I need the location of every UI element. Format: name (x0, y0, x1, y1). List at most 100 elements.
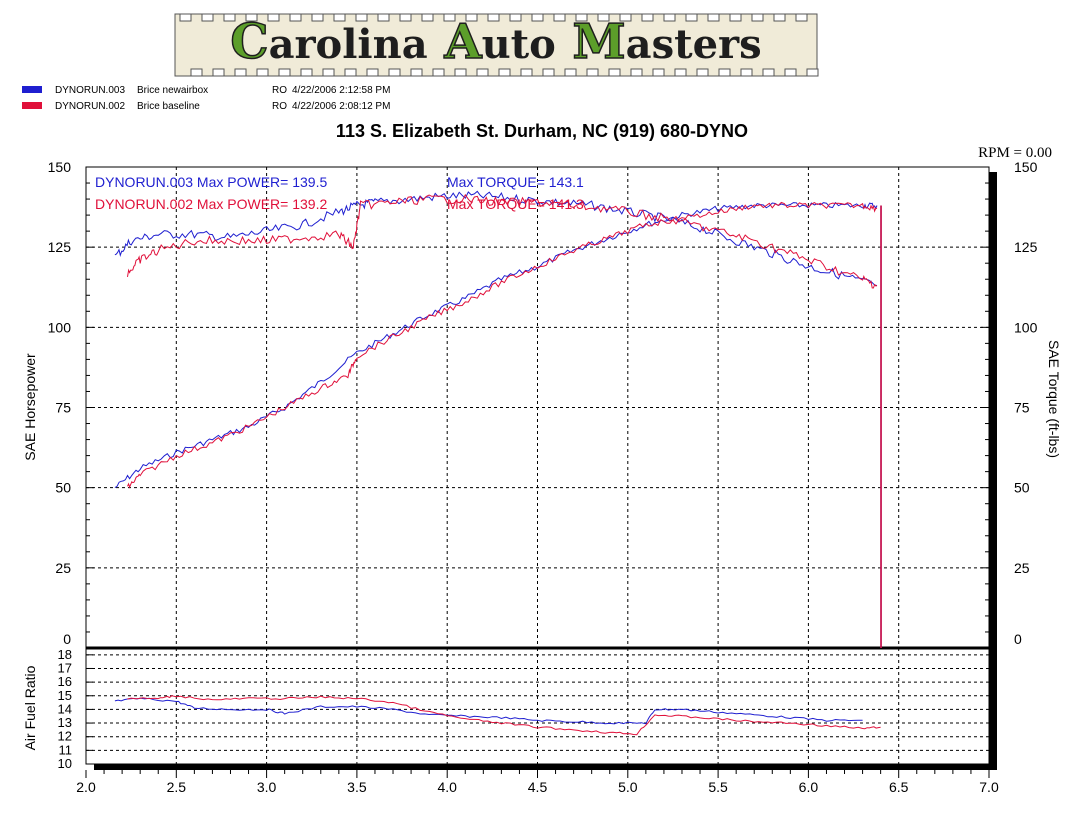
hp-tick-label: 125 (48, 239, 72, 255)
legend-desc-run003: Brice newairbox (137, 85, 208, 96)
logo-tooth (267, 13, 280, 22)
logo-tooth (619, 13, 632, 22)
afr-tick-label: 10 (58, 756, 72, 771)
logo-tooth (311, 13, 324, 22)
logo-tooth (190, 68, 203, 77)
afr-tick-label: 15 (58, 688, 72, 703)
hp-tick-label: 150 (48, 159, 72, 175)
rpm-tick-label: 2.0 (76, 779, 96, 795)
rpm-axis: 2.0 2.5 3.0 3.5 4.0 4.5 5.0 5.5 6.0 6.5 7.0 (76, 770, 999, 795)
rpm-tick-label: 6.5 (889, 779, 909, 795)
afr-tick-label: 13 (58, 715, 72, 730)
logo-tooth (707, 13, 720, 22)
legend-file-run003: DYNORUN.003 (55, 85, 125, 96)
torque-line-run002 (127, 193, 878, 289)
logo-tooth (652, 68, 665, 77)
logo-tooth (487, 13, 500, 22)
logo-tooth (366, 68, 379, 77)
afr-axis-title: Air Fuel Ratio (22, 665, 38, 750)
logo-tooth (663, 13, 676, 22)
logo-tooth (201, 13, 214, 22)
logo-tooth (806, 68, 819, 77)
rpm-tick-label: 7.0 (979, 779, 999, 795)
hp-tick-label: 75 (55, 400, 71, 416)
rpm-tick-label: 3.0 (257, 779, 277, 795)
hp-tick-label: 50 (55, 480, 71, 496)
rpm-tick-label: 2.5 (167, 779, 187, 795)
afr-tick-label: 18 (58, 647, 72, 662)
logo-tooth (212, 68, 225, 77)
logo-tooth (179, 13, 192, 22)
shop-address: 113 S. Elizabeth St. Durham, NC (919) 68… (336, 121, 748, 141)
rpm-tick-label: 4.0 (437, 779, 457, 795)
logo-tooth (597, 13, 610, 22)
logo-tooth (333, 13, 346, 22)
logo-tooth (608, 68, 621, 77)
logo-tooth (344, 68, 357, 77)
max-torque-annotation-run003: Max TORQUE= 143.1 (447, 174, 584, 190)
torque-tick-label: 75 (1014, 400, 1030, 416)
logo-tooth (410, 68, 423, 77)
logo-tooth (729, 13, 742, 22)
bottom-scale-bar (94, 764, 997, 770)
logo-tooth (740, 68, 753, 77)
logo-tooth (245, 13, 258, 22)
right-scale-bar (989, 172, 997, 770)
max-torque-annotation-run002: Max TORQUE= 141.3 (447, 196, 584, 212)
logo-tooth (432, 68, 445, 77)
hp-tick-label: 25 (55, 560, 71, 576)
afr-tick-label: 14 (58, 701, 72, 716)
logo-tooth (674, 68, 687, 77)
logo-tooth (498, 68, 511, 77)
hp-axis-title: SAE Horsepower (22, 353, 38, 461)
logo-tooth (377, 13, 390, 22)
logo-tooth (564, 68, 577, 77)
logo-tooth (718, 68, 731, 77)
logo-tooth (751, 13, 764, 22)
logo-tooth (795, 13, 808, 22)
legend: DYNORUN.003 Brice newairbox RO 4/22/2006… (22, 85, 390, 112)
rpm-tick-label: 3.5 (347, 779, 367, 795)
hp-tick-label: 100 (48, 319, 72, 335)
legend-swatch-run003 (22, 86, 42, 93)
torque-tick-label: 100 (1014, 319, 1038, 335)
max-annotation-run002: DYNORUN.002 Max POWER= 139.2 (95, 196, 327, 212)
torque-axis-title: SAE Torque (ft-lbs) (1046, 340, 1062, 458)
logo-tooth (256, 68, 269, 77)
legend-swatch-run002 (22, 102, 42, 109)
logo-tooth (465, 13, 478, 22)
logo-tooth (784, 68, 797, 77)
legend-file-run002: DYNORUN.002 (55, 101, 125, 112)
logo-tooth (476, 68, 489, 77)
afr-tick-label: 11 (59, 742, 73, 757)
rpm-tick-label: 4.5 (528, 779, 548, 795)
logo-tooth (630, 68, 643, 77)
logo-tooth (388, 68, 401, 77)
torque-tick-label: 0 (1014, 631, 1022, 647)
max-annotation-run003: DYNORUN.003 Max POWER= 139.5 (95, 174, 327, 190)
torque-tick-label: 25 (1014, 560, 1030, 576)
rpm-tick-label: 5.0 (618, 779, 638, 795)
logo-tooth (355, 13, 368, 22)
logo-tooth (531, 13, 544, 22)
afr-line-run002 (127, 695, 881, 736)
logo: Carolina Auto Masters (174, 13, 819, 77)
logo-tooth (773, 13, 786, 22)
logo-tooth (322, 68, 335, 77)
logo-tooth (223, 13, 236, 22)
afr-line-run003 (114, 697, 863, 725)
logo-tooth (443, 13, 456, 22)
logo-tooth (289, 13, 302, 22)
logo-tooth (762, 68, 775, 77)
logo-tooth (421, 13, 434, 22)
afr-grid (86, 648, 989, 764)
power-line-run002 (127, 201, 878, 489)
logo-tooth (520, 68, 533, 77)
legend-desc-run002: Brice baseline (137, 101, 200, 112)
rpm-tick-label: 6.0 (799, 779, 819, 795)
series-layer (114, 190, 882, 736)
torque-axis: 0 25 50 75 100 125 150 (981, 159, 1038, 649)
logo-tooth (685, 13, 698, 22)
